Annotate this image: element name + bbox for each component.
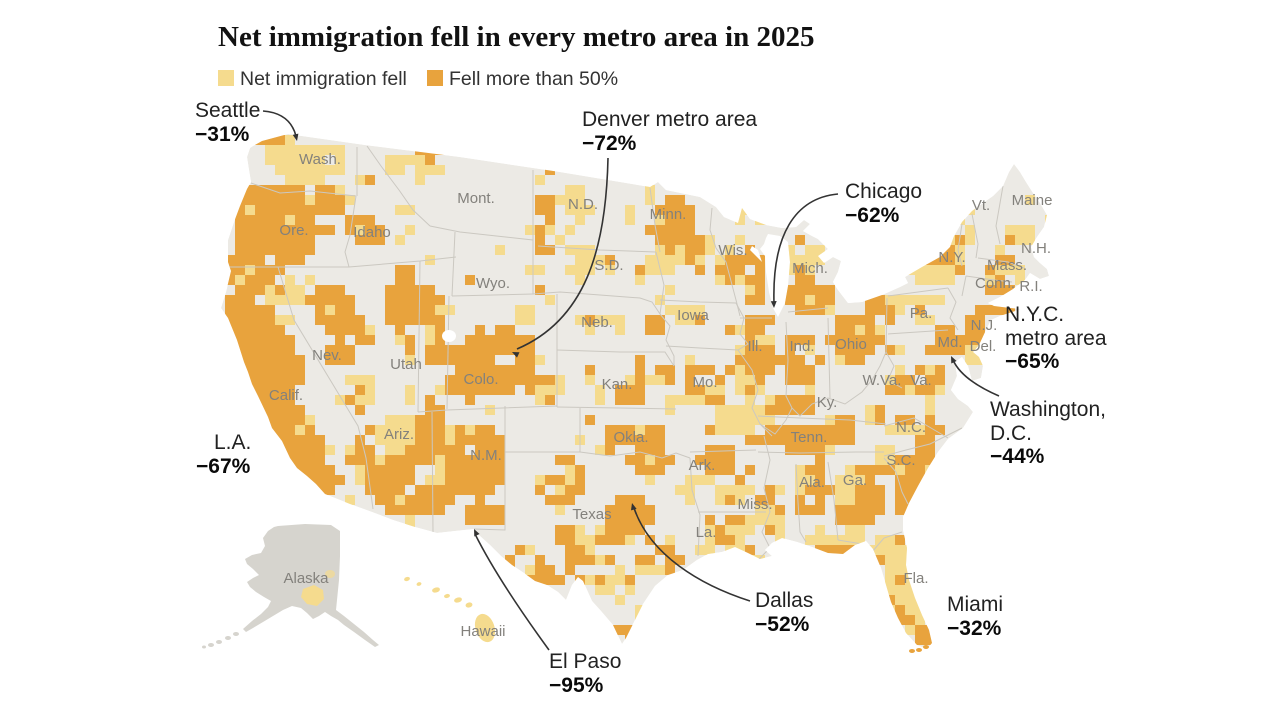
svg-text:Vt.: Vt. [972,197,990,214]
svg-text:W.Va.: W.Va. [863,372,902,389]
svg-text:Okla.: Okla. [613,429,648,446]
svg-text:Miss.: Miss. [738,496,773,513]
svg-text:N.M.: N.M. [470,447,502,464]
svg-text:Ga.: Ga. [843,472,867,489]
svg-text:Ohio: Ohio [835,336,867,353]
svg-text:Ill.: Ill. [748,338,763,355]
svg-text:N.H.: N.H. [1021,240,1051,257]
svg-text:Fla.: Fla. [903,570,928,587]
svg-text:Wash.: Wash. [299,151,341,168]
svg-text:Maine: Maine [1012,192,1053,209]
svg-text:Calif.: Calif. [269,387,303,404]
svg-text:Tenn.: Tenn. [791,429,828,446]
svg-text:N.J.: N.J. [971,317,998,334]
svg-text:Mont.: Mont. [457,190,495,207]
svg-text:Neb.: Neb. [581,314,613,331]
svg-text:Ariz.: Ariz. [384,426,414,443]
svg-text:N.Y.: N.Y. [938,249,965,266]
svg-text:Del.: Del. [970,338,997,355]
svg-text:Idaho: Idaho [353,224,391,241]
svg-text:Ky.: Ky. [817,394,838,411]
svg-text:N.D.: N.D. [568,196,598,213]
svg-text:Mass.: Mass. [987,257,1027,274]
svg-text:Va.: Va. [910,372,931,389]
svg-text:Colo.: Colo. [463,371,498,388]
svg-text:Minn.: Minn. [650,206,687,223]
svg-text:Pa.: Pa. [910,305,933,322]
svg-text:Conn.: Conn. [975,275,1015,292]
svg-text:Mich.: Mich. [792,260,828,277]
svg-text:Iowa: Iowa [677,307,709,324]
svg-text:Kan.: Kan. [602,376,633,393]
svg-text:Mo.: Mo. [692,374,717,391]
svg-text:Wis.: Wis. [718,242,747,259]
svg-text:R.I.: R.I. [1019,278,1042,295]
svg-text:Ore.: Ore. [279,222,308,239]
svg-text:Ala.: Ala. [799,474,825,491]
svg-text:Md.: Md. [937,334,962,351]
svg-text:La.: La. [696,524,717,541]
svg-text:Alaska: Alaska [283,570,329,587]
svg-text:Ind.: Ind. [789,338,814,355]
svg-text:Ark.: Ark. [689,457,716,474]
svg-text:S.C.: S.C. [886,452,915,469]
svg-text:S.D.: S.D. [594,257,623,274]
svg-text:Texas: Texas [572,506,611,523]
svg-text:Hawaii: Hawaii [460,623,505,640]
svg-text:N.C.: N.C. [896,419,926,436]
svg-text:Utah: Utah [390,356,422,373]
svg-text:Nev.: Nev. [312,347,342,364]
svg-text:Wyo.: Wyo. [476,275,510,292]
